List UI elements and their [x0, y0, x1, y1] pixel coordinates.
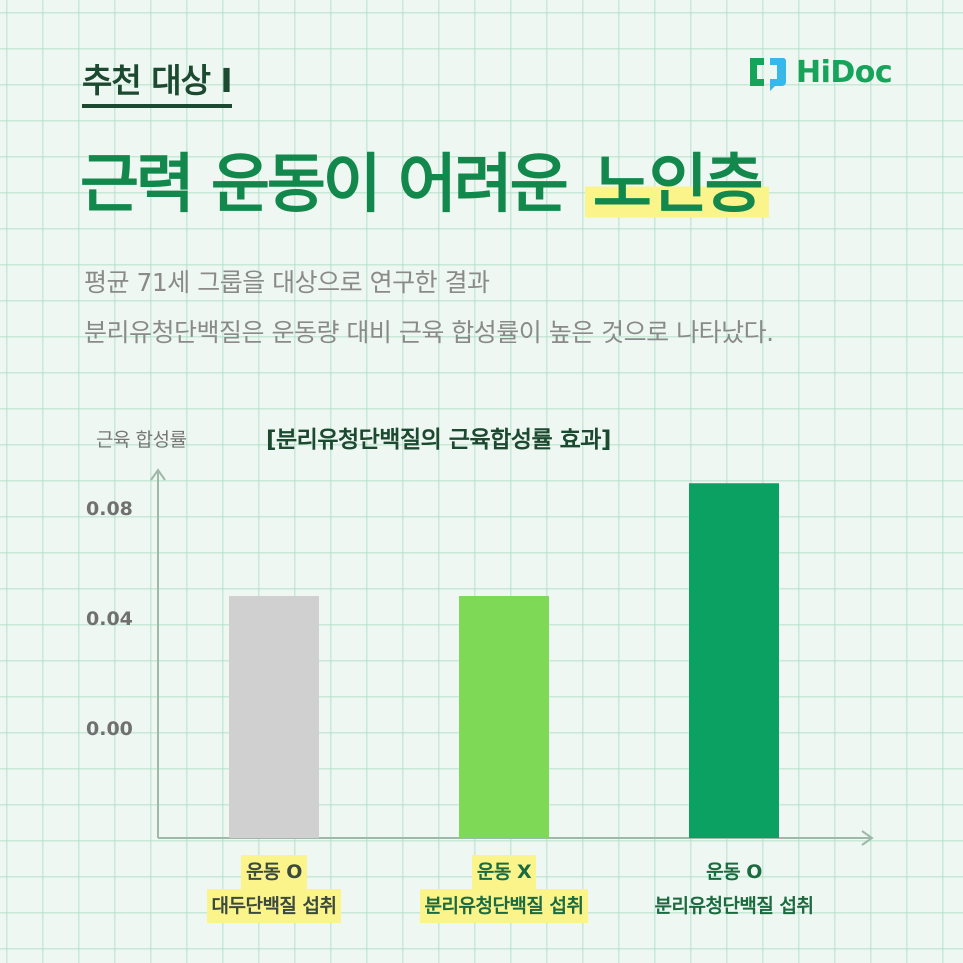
bar-3 [689, 483, 779, 838]
x-category-line-2: 대두단백질 섭취 [206, 889, 342, 923]
brand-name: HiDoc [796, 54, 893, 90]
x-category-line-2: 분리유청단백질 섭취 [419, 889, 589, 923]
y-tick-label: 0.04 [86, 608, 133, 630]
x-category-label: 운동 O 분리유청단백질 섭취 [624, 855, 844, 923]
y-tick-label: 0.00 [86, 718, 133, 740]
x-category-line-2: 분리유청단백질 섭취 [654, 895, 814, 917]
x-category-label: 운동 O 대두단백질 섭취 [164, 855, 384, 923]
bar-2 [459, 596, 549, 838]
y-axis-arrow-icon [150, 468, 166, 481]
hidoc-logo-icon [750, 58, 787, 91]
title-main: 근력 운동이 어려운 [80, 148, 569, 222]
x-category-line-1: 운동 O [706, 861, 762, 883]
chart-title: [분리유청단백질의 근육합성률 효과] [266, 427, 611, 453]
bar-1 [229, 596, 319, 838]
x-category-line-1: 운동 X [471, 855, 537, 889]
hidoc-logo: HiDoc [746, 52, 893, 92]
title-highlight: 노인층 [584, 148, 769, 222]
description-line-1: 평균 71세 그룹을 대상으로 연구한 결과 [84, 268, 490, 297]
x-category-label: 운동 X 분리유청단백질 섭취 [394, 855, 614, 923]
recommendation-tag: 추천 대상 I [82, 54, 233, 108]
x-axis-arrow-icon [861, 830, 874, 846]
description-line-2: 분리유청단백질은 운동량 대비 근육 합성률이 높은 것으로 나타났다. [84, 318, 774, 347]
y-tick-label: 0.08 [86, 498, 133, 520]
description: 평균 71세 그룹을 대상으로 연구한 결과 분리유청단백질은 운동량 대비 근… [84, 258, 774, 358]
page-title: 근력 운동이 어려운 노인층 [80, 133, 769, 225]
x-category-line-1: 운동 O [241, 855, 307, 889]
y-axis-label: 근육 합성률 [96, 429, 187, 451]
